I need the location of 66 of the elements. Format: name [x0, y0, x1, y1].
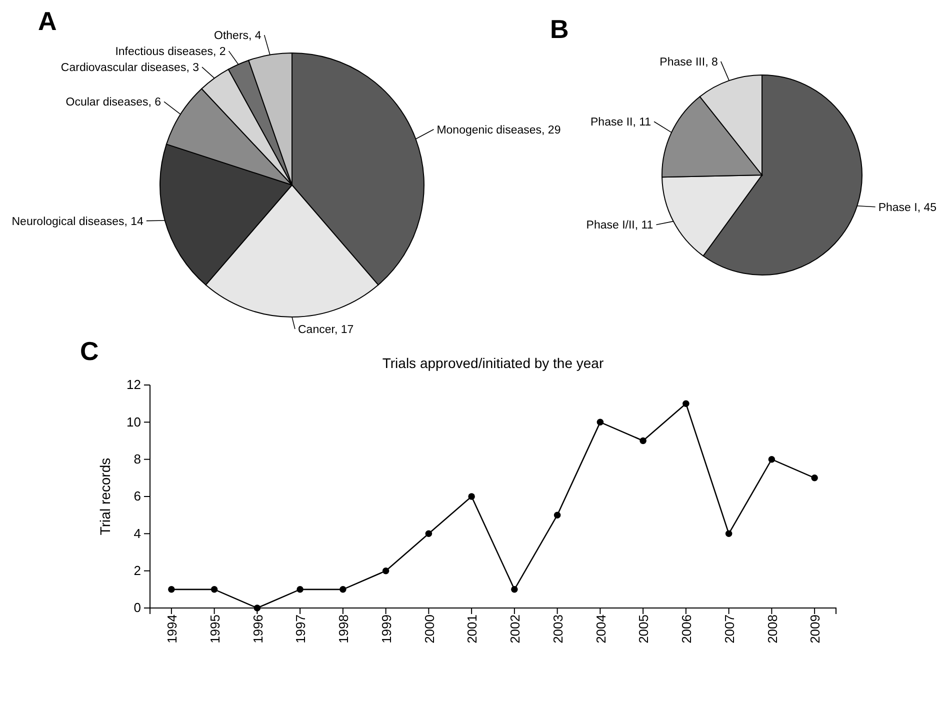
point [640, 437, 646, 444]
point [511, 586, 518, 593]
text: A [38, 6, 57, 36]
chart-title: Trials approved/initiated by the year [382, 355, 604, 371]
point [296, 586, 304, 593]
point [168, 586, 175, 593]
slice-label: Phase II [590, 116, 633, 129]
text: B [550, 14, 569, 44]
data-label: , 14 [124, 216, 144, 228]
x-tick-label: 1999 [378, 614, 394, 644]
slice-label: Cardiovascular diseases [60, 62, 186, 74]
y-tick-label: 0 [134, 600, 141, 616]
y-tick-label: 12 [126, 377, 141, 392]
x-tick-label: 1995 [207, 614, 222, 644]
point [340, 586, 346, 593]
data-label: , 4 [248, 30, 262, 42]
data-label: , 2 [213, 46, 226, 58]
data-label: , 29 [542, 124, 561, 136]
y-tick-label: 6 [134, 488, 141, 504]
point [811, 474, 818, 482]
x-tick-label: 2000 [422, 614, 437, 644]
y-tick-label: 8 [134, 451, 141, 466]
data-label: , 3 [186, 62, 200, 74]
point [425, 530, 432, 538]
slice-label: Others [214, 30, 249, 42]
slice-label: Phase III [660, 56, 706, 68]
data-label: , 45 [917, 202, 937, 214]
x-tick-label: 2006 [679, 614, 694, 644]
slice-label: Monogenic diseases [436, 124, 542, 136]
data-label: , 6 [148, 96, 162, 109]
data-label: , 17 [334, 324, 354, 336]
slice-label: Neurological diseases [12, 216, 125, 228]
y-axis-title: Trial records [97, 458, 113, 536]
point [725, 530, 732, 538]
slice-label: Infectious diseases [115, 46, 214, 58]
point [682, 400, 690, 407]
point [554, 512, 561, 518]
y-tick-label: 10 [126, 414, 141, 430]
x-tick-label: 2001 [464, 614, 480, 644]
y-tick-label: 4 [134, 526, 141, 541]
slice-label: Phase I [878, 202, 918, 214]
text: C [80, 336, 99, 366]
x-tick-label: 1994 [164, 614, 180, 644]
point [768, 456, 776, 463]
x-tick-label: 2005 [636, 614, 652, 644]
point [254, 604, 261, 612]
slice-label: Ocular diseases [66, 96, 148, 109]
x-tick-label: 1997 [293, 614, 308, 644]
point [382, 567, 390, 574]
y-tick-label: 2 [134, 562, 141, 578]
point [596, 418, 604, 426]
data-label: , 11 [632, 116, 652, 129]
point [468, 493, 475, 500]
x-tick-label: 2008 [764, 614, 780, 644]
x-tick-label: 1998 [336, 614, 352, 644]
x-tick-label: 2007 [722, 614, 737, 644]
slice-label: Phase I/II [586, 220, 635, 232]
x-tick-label: 2004 [593, 614, 608, 644]
x-tick-label: 2002 [508, 614, 523, 644]
data-label: , 11 [634, 220, 654, 232]
slice-label: Cancer [298, 324, 336, 336]
x-tick-label: 1996 [250, 614, 266, 644]
data-label: , 8 [705, 56, 718, 68]
point [210, 586, 218, 593]
x-tick-label: 2009 [808, 614, 823, 644]
x-tick-label: 2003 [550, 614, 566, 644]
